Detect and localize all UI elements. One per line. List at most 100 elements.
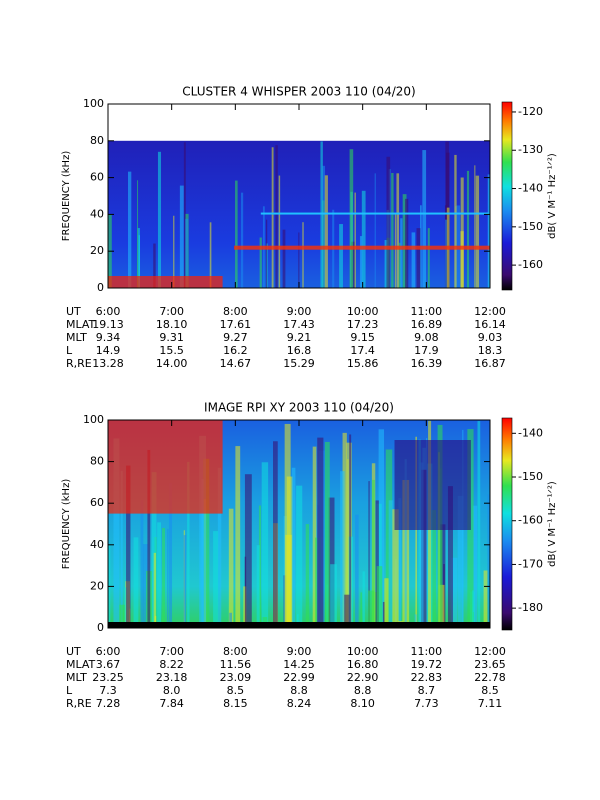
spectrogram-texture: [256, 545, 260, 628]
spectrogram-texture: [108, 276, 223, 288]
ephemeris-label: MLAT: [66, 318, 96, 331]
spectrogram-texture: [368, 590, 375, 628]
spectrogram-texture: [447, 486, 453, 628]
spectrogram-texture: [344, 594, 350, 628]
ephemeris-value: 8.15: [223, 697, 248, 710]
spectrogram-texture: [477, 421, 481, 628]
spectrogram-texture: [404, 198, 409, 288]
spectrogram-texture: [142, 544, 148, 628]
colorbar-label: dB( V M⁻¹ Hz⁻¹ᐟ²): [547, 153, 558, 239]
y-tick-label: 20: [90, 579, 104, 592]
spectrogram-texture: [419, 462, 424, 628]
ephemeris-value: 16.2: [223, 344, 248, 357]
colorbar-tick-label: -170: [518, 557, 543, 570]
colorbar-tick-label: -140: [518, 182, 543, 195]
ephemeris-value: 8.10: [350, 697, 375, 710]
spectrogram-texture: [199, 435, 206, 628]
ephemeris-value: 8.7: [418, 684, 436, 697]
ephemeris-label: MLAT: [66, 658, 96, 671]
spectrogram-texture: [209, 222, 212, 288]
colorbar-tick-label: -160: [518, 514, 543, 527]
spectrogram-texture: [487, 494, 490, 628]
ephemeris-label: L: [66, 344, 73, 357]
colorbar-tick-label: -130: [518, 143, 543, 156]
ephemeris-value: 9.31: [159, 331, 184, 344]
ephemeris-value: 8.22: [159, 658, 184, 671]
ephemeris-value: 16.89: [411, 318, 443, 331]
spectrogram-texture: [133, 537, 139, 628]
ephemeris-value: 3.67: [96, 658, 121, 671]
ephemeris-value: 9.34: [96, 331, 121, 344]
spectrogram-texture: [474, 165, 476, 288]
spectrogram-texture: [398, 242, 401, 288]
spectrogram-texture: [124, 587, 127, 628]
spectrogram-texture: [322, 165, 326, 288]
spectrogram-texture: [414, 614, 417, 628]
spectrogram-texture: [153, 552, 156, 628]
colorbar: [501, 101, 513, 291]
ephemeris-value: 17.61: [220, 318, 252, 331]
colorbar-tick-label: -160: [518, 258, 543, 271]
spectrogram-texture: [120, 470, 123, 628]
spectrogram-texture: [235, 446, 241, 628]
spectrogram-texture: [259, 237, 262, 288]
y-tick-label: 100: [83, 97, 104, 110]
spectrogram-texture: [354, 192, 356, 288]
spectrogram-texture: [157, 151, 162, 288]
spectrogram-texture: [140, 500, 144, 628]
spectrogram-texture: [416, 228, 421, 288]
ephemeris-value: 8.8: [354, 684, 372, 697]
ephemeris-value: 9.15: [350, 331, 375, 344]
x-tick-label: 10:00: [347, 645, 379, 658]
spectrogram-texture: [431, 510, 437, 628]
spectrogram-texture: [487, 174, 490, 288]
x-tick-label: 6:00: [96, 305, 121, 318]
spectrogram-texture: [411, 232, 416, 288]
spectrogram-texture: [291, 467, 296, 628]
spectrogram-texture: [330, 564, 337, 628]
ephemeris-value: 7.28: [96, 697, 121, 710]
spectrogram-texture: [228, 508, 234, 628]
spectrogram-texture: [168, 483, 173, 628]
spectrogram-texture: [203, 458, 210, 628]
spectrogram-texture: [271, 147, 274, 288]
ephemeris-value: 9.03: [478, 331, 503, 344]
spectrogram-texture: [472, 505, 478, 628]
spectrogram-texture: [451, 557, 458, 628]
chart-title: IMAGE RPI XY 2003 110 (04/20): [204, 401, 394, 415]
spectrogram-texture: [349, 434, 352, 628]
spectrogram-texture: [475, 175, 480, 288]
spectrogram-texture: [396, 173, 400, 288]
ephemeris-label: MLT: [66, 331, 87, 344]
y-tick-label: 60: [90, 496, 104, 509]
ephemeris-value: 16.14: [474, 318, 506, 331]
ephemeris-value: 22.99: [283, 671, 315, 684]
spectrogram-texture: [422, 150, 427, 288]
spectrogram-texture: [229, 612, 232, 628]
x-tick-label: 12:00: [474, 305, 506, 318]
spectrogram-texture: [284, 423, 291, 628]
spectrogram-texture: [415, 436, 418, 628]
spectrogram-texture: [466, 170, 470, 288]
ephemeris-value: 18.10: [156, 318, 188, 331]
ephemeris-value: 23.65: [474, 658, 506, 671]
ephemeris-value: 16.39: [411, 357, 443, 370]
colorbar: [501, 417, 513, 631]
spectrogram-texture: [258, 505, 262, 628]
spectrogram-texture: [394, 440, 471, 530]
spectrogram-texture: [388, 500, 393, 628]
ephemeris-value: 11.56: [220, 658, 252, 671]
y-tick-label: 0: [97, 281, 104, 294]
ephemeris-value: 15.5: [159, 344, 184, 357]
spectrogram-texture: [382, 601, 385, 628]
spectrogram-texture: [339, 224, 343, 288]
ephemeris-value: 17.9: [414, 344, 439, 357]
spectrogram-texture: [472, 590, 474, 628]
spectrogram-texture: [391, 172, 394, 288]
ephemeris-label: UT: [66, 645, 81, 658]
ephemeris-value: 13.28: [92, 357, 124, 370]
colorbar-tick-label: -150: [518, 470, 543, 483]
ephemeris-value: 22.83: [411, 671, 443, 684]
spectrogram-texture: [265, 219, 268, 288]
